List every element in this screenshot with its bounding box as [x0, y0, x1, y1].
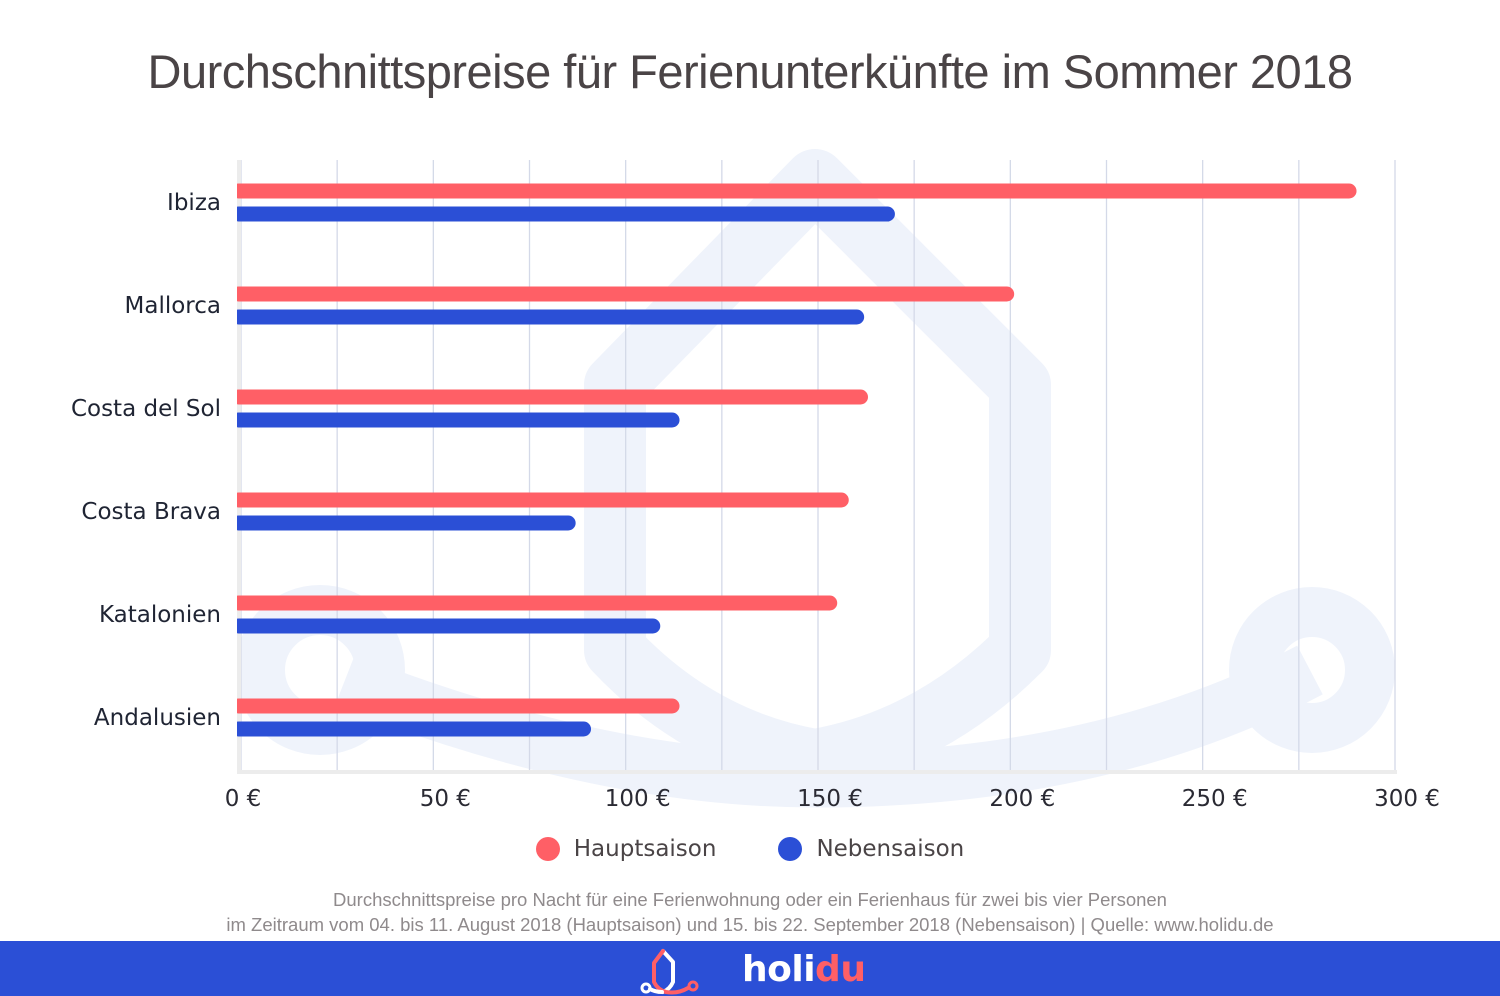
bar-nebensaison-ibiza — [231, 206, 895, 222]
brand-name-part2: du — [815, 948, 866, 990]
grid-lines — [237, 160, 1397, 774]
x-tick-labels: 0 € 50 € 100 € 150 € 200 € 250 € 300 € — [225, 786, 1440, 812]
legend-item-hauptsaison: Hauptsaison — [535, 836, 717, 862]
x-tick-label: 0 € — [225, 786, 262, 812]
x-tick-label: 50 € — [420, 786, 471, 812]
bar-nebensaison-costa-brava — [231, 515, 576, 531]
category-label: Ibiza — [167, 190, 221, 216]
x-tick-label: 100 € — [605, 786, 671, 812]
footnote: Durchschnittspreise pro Nacht für eine F… — [0, 887, 1500, 937]
bar-hauptsaison-katalonien — [231, 595, 838, 611]
category-label: Costa del Sol — [71, 396, 221, 422]
bar-hauptsaison-mallorca — [231, 286, 1015, 302]
footer-bar — [0, 941, 1500, 996]
chart-title: Durchschnittspreise für Ferienunterkünft… — [147, 45, 1353, 98]
legend-label-hauptsaison: Hauptsaison — [573, 836, 717, 862]
x-tick-label: 300 € — [1374, 786, 1440, 812]
brand-logo: holidu — [638, 942, 866, 996]
category-label: Mallorca — [125, 293, 221, 319]
legend: Hauptsaison Nebensaison — [0, 836, 1500, 862]
watermark-house-icon — [235, 149, 1395, 808]
brand-name-part1: holi — [742, 948, 816, 990]
legend-item-nebensaison: Nebensaison — [778, 836, 964, 862]
legend-dot-hauptsaison — [535, 837, 560, 861]
bar-hauptsaison-costa-del-sol — [231, 389, 869, 405]
bar-nebensaison-andalusien — [231, 721, 592, 737]
x-tick-label: 250 € — [1182, 786, 1248, 812]
x-tick-label: 200 € — [989, 786, 1055, 812]
bar-nebensaison-costa-del-sol — [231, 412, 680, 428]
bar-hauptsaison-ibiza — [231, 183, 1357, 199]
legend-label-nebensaison: Nebensaison — [816, 836, 965, 862]
x-tick-label: 150 € — [797, 786, 863, 812]
category-label: Costa Brava — [81, 499, 221, 525]
bar-nebensaison-mallorca — [231, 309, 865, 325]
legend-dot-nebensaison — [778, 837, 803, 861]
house-pin-logo-icon — [640, 949, 699, 995]
bar-hauptsaison-costa-brava — [231, 492, 849, 508]
category-label: Katalonien — [99, 602, 221, 628]
category-labels: Ibiza Mallorca Costa del Sol Costa Brava Kat… — [71, 190, 221, 731]
footnote-line-2: im Zeitraum vom 04. bis 11. August 2018 … — [226, 914, 1274, 935]
bars — [227, 160, 1357, 772]
bar-chart: Ibiza Mallorca Costa del Sol Costa Brava Kat… — [71, 149, 1440, 812]
brand-name: holidu — [742, 948, 866, 990]
bar-mask — [227, 160, 237, 772]
category-label: Andalusien — [94, 705, 221, 731]
bar-hauptsaison-andalusien — [231, 698, 680, 714]
bar-nebensaison-katalonien — [231, 618, 661, 634]
footnote-line-1: Durchschnittspreise pro Nacht für eine F… — [333, 889, 1167, 910]
watermark-circle-right — [1229, 587, 1395, 753]
